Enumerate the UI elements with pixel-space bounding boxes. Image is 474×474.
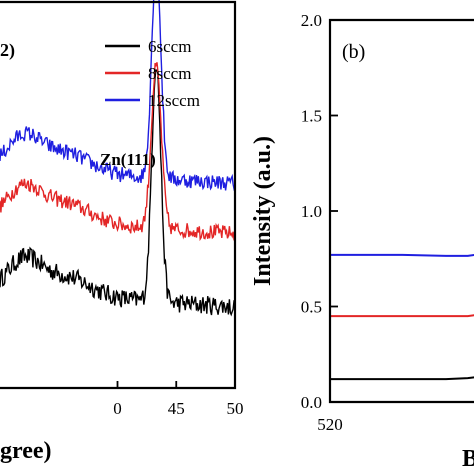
- legend-label-8sccm: 8sccm: [148, 64, 191, 83]
- panel-b-series-1-line: [330, 314, 474, 318]
- series-8sccm-line: [0, 62, 236, 242]
- panel-b-label: (b): [342, 41, 365, 63]
- panel-b-x-axis-label: B: [462, 446, 474, 472]
- y-tick-label-1-0: 1.0: [301, 202, 322, 221]
- x-tick-label-50: 50: [227, 399, 244, 418]
- legend-item-12sccm: 12sccm: [105, 91, 200, 110]
- panel-b-series-2-line: [330, 376, 474, 381]
- panel-b-frame: [328, 18, 474, 404]
- panel-b-xps: 0.0 0.5 1.0 1.5 2.0 52053 (b) Intensity (a.u…: [250, 11, 474, 472]
- panel-a-label: 2): [0, 40, 15, 61]
- panel-a-xrd: 0 45 50 2) Zn(111) gree) 6sccm 8sccm 12scc…: [0, 0, 244, 464]
- panel-a-x-ticks: 0 45 50: [113, 381, 244, 418]
- panel-a-series-group: [0, 0, 236, 317]
- legend-item-6sccm: 6sccm: [105, 37, 191, 56]
- y-tick-label-1-5: 1.5: [301, 107, 322, 126]
- panel-b-y-ticks: 0.0 0.5 1.0 1.5 2.0: [301, 11, 338, 412]
- y-tick-label-2-0: 2.0: [301, 11, 322, 30]
- x-tick-label-0: 0: [113, 399, 122, 418]
- panel-b-x-ticks: 52053: [317, 395, 343, 434]
- peak-annotation: Zn(111): [100, 150, 156, 169]
- panel-a-frame: [0, 0, 237, 390]
- panel-b-series-group: [330, 253, 474, 381]
- legend: 6sccm 8sccm 12sccm: [105, 37, 200, 110]
- legend-item-8sccm: 8sccm: [105, 64, 191, 83]
- panel-b-x-tick-label-520: 520: [317, 415, 343, 434]
- y-tick-label-0-5: 0.5: [301, 298, 322, 317]
- panel-b-series-0-line: [330, 253, 474, 257]
- legend-label-6sccm: 6sccm: [148, 37, 191, 56]
- x-tick-label-45: 45: [168, 399, 185, 418]
- panel-a-x-axis-label: gree): [0, 438, 52, 464]
- series-12sccm-line: [0, 0, 236, 192]
- legend-label-12sccm: 12sccm: [148, 91, 200, 110]
- panel-b-y-axis-label: Intensity (a.u.): [250, 136, 276, 286]
- series-6sccm-line: [0, 69, 236, 317]
- y-tick-label-0-0: 0.0: [301, 393, 322, 412]
